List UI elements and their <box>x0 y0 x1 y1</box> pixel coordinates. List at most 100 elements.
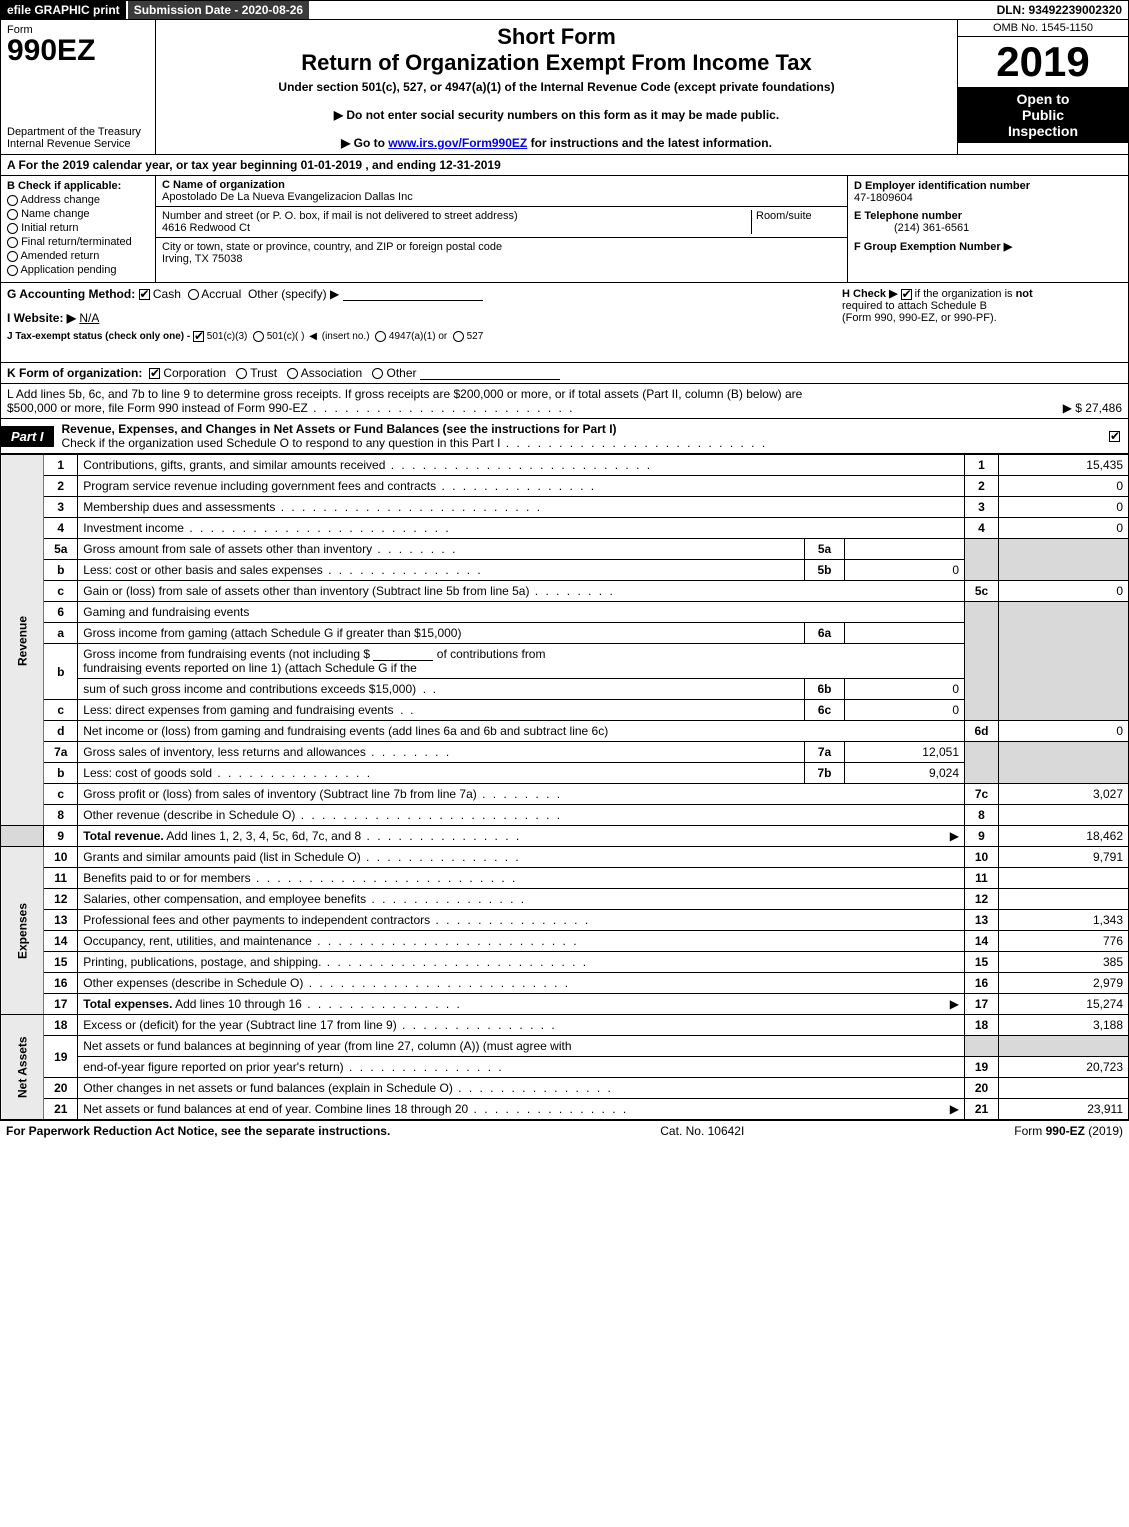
arrow-left-icon <box>307 331 319 342</box>
k-trust-radio[interactable] <box>236 368 247 379</box>
department-label: Department of the Treasury <box>7 126 149 138</box>
line-num: 18 <box>44 1015 78 1036</box>
check-amended-return[interactable]: Amended return <box>7 250 149 262</box>
line-amt: 0 <box>999 518 1129 539</box>
check-address-change[interactable]: Address change <box>7 194 149 206</box>
line-amt <box>999 805 1129 826</box>
shaded-cell <box>999 742 1129 784</box>
g-accrual-radio[interactable] <box>188 289 199 300</box>
mini-amt <box>845 623 965 644</box>
line-ref: 19 <box>965 1057 999 1078</box>
mini-amt: 0 <box>845 679 965 700</box>
line-desc: Net income or (loss) from gaming and fun… <box>83 724 608 738</box>
page-footer: For Paperwork Reduction Act Notice, see … <box>0 1120 1129 1141</box>
k-corporation-check[interactable] <box>149 368 160 379</box>
line-amt: 3,027 <box>999 784 1129 805</box>
line-desc: Salaries, other compensation, and employ… <box>83 892 526 906</box>
line-ref: 13 <box>965 910 999 931</box>
line-amt <box>999 889 1129 910</box>
city-label: City or town, state or province, country… <box>162 241 502 253</box>
expenses-sidebar: Expenses <box>1 847 44 1015</box>
line-ref: 18 <box>965 1015 999 1036</box>
check-initial-return[interactable]: Initial return <box>7 222 149 234</box>
line-ref: 7c <box>965 784 999 805</box>
j-501c-radio[interactable] <box>253 331 264 342</box>
j-4947-radio[interactable] <box>375 331 386 342</box>
k-association-radio[interactable] <box>287 368 298 379</box>
k-other-label: Other <box>387 366 417 380</box>
table-row: 9 Total revenue. Add lines 1, 2, 3, 4, 5… <box>1 826 1129 847</box>
line-num: 10 <box>44 847 78 868</box>
line-desc: Net assets or fund balances at end of ye… <box>83 1102 628 1116</box>
table-row: 15 Printing, publications, postage, and … <box>1 952 1129 973</box>
inspection-line1: Open to <box>962 91 1124 107</box>
table-row: sum of such gross income and contributio… <box>1 679 1129 700</box>
l-text1: L Add lines 5b, 6c, and 7b to line 9 to … <box>7 387 802 401</box>
line-num: c <box>44 784 78 805</box>
table-row: c Gain or (loss) from sale of assets oth… <box>1 581 1129 602</box>
shaded-cell <box>999 602 1129 721</box>
h-label: H Check ▶ <box>842 288 898 300</box>
line-desc: Other changes in net assets or fund bala… <box>83 1081 613 1095</box>
table-row: 14 Occupancy, rent, utilities, and maint… <box>1 931 1129 952</box>
check-final-return[interactable]: Final return/terminated <box>7 236 149 248</box>
k-other-blank[interactable] <box>420 368 560 380</box>
l-text2: $500,000 or more, file Form 990 instead … <box>7 401 575 415</box>
table-row: 20 Other changes in net assets or fund b… <box>1 1078 1129 1099</box>
i-label: I Website: ▶ <box>7 311 76 325</box>
line-num: 8 <box>44 805 78 826</box>
l19-desc2: end-of-year figure reported on prior yea… <box>83 1060 503 1074</box>
line-ref: 1 <box>965 455 999 476</box>
l6b-blank[interactable] <box>373 649 433 661</box>
line-desc: Professional fees and other payments to … <box>83 913 590 927</box>
j-527-radio[interactable] <box>453 331 464 342</box>
part1-table: Revenue 1 Contributions, gifts, grants, … <box>0 454 1129 1120</box>
g-label: G Accounting Method: <box>7 287 135 301</box>
line-num: 12 <box>44 889 78 910</box>
line-ref: 9 <box>965 826 999 847</box>
note-link: ▶ Go to www.irs.gov/Form990EZ for instru… <box>162 136 951 150</box>
table-row: end-of-year figure reported on prior yea… <box>1 1057 1129 1078</box>
submission-date: Submission Date - 2020-08-26 <box>126 1 309 19</box>
section-l: L Add lines 5b, 6c, and 7b to line 9 to … <box>0 384 1129 419</box>
city-value: Irving, TX 75038 <box>162 253 243 265</box>
irs-link[interactable]: www.irs.gov/Form990EZ <box>388 136 527 150</box>
line-amt: 20,723 <box>999 1057 1129 1078</box>
g-other-blank[interactable] <box>343 289 483 301</box>
line-desc: Other revenue (describe in Schedule O) <box>83 808 562 822</box>
l6b-desc2: of contributions from <box>437 647 546 661</box>
line-num: 17 <box>44 994 78 1015</box>
line-desc: Gross sales of inventory, less returns a… <box>83 745 451 759</box>
j-insert-label: (insert no.) <box>322 331 370 342</box>
line-num: b <box>44 560 78 581</box>
shaded-cell <box>965 1036 999 1057</box>
section-h: H Check ▶ if the organization is not req… <box>842 287 1122 324</box>
shaded-cell <box>965 742 999 784</box>
line-ref: 16 <box>965 973 999 994</box>
subtitle: Under section 501(c), 527, or 4947(a)(1)… <box>162 80 951 94</box>
line-ref: 20 <box>965 1078 999 1099</box>
netassets-sidebar: Net Assets <box>1 1015 44 1120</box>
check-application-pending[interactable]: Application pending <box>7 264 149 276</box>
line-amt <box>999 868 1129 889</box>
j-4947-label: 4947(a)(1) or <box>389 331 447 342</box>
line-desc: Contributions, gifts, grants, and simila… <box>83 458 652 472</box>
table-row: b Less: cost or other basis and sales ex… <box>1 560 1129 581</box>
header-left: Form 990EZ Department of the Treasury In… <box>1 20 156 154</box>
line-num: 16 <box>44 973 78 994</box>
h-checkbox[interactable] <box>901 289 912 300</box>
inspection-line2: Public <box>962 107 1124 123</box>
k-other-radio[interactable] <box>372 368 383 379</box>
l6b-desc3: fundraising events reported on line 1) (… <box>83 661 417 675</box>
line-num: 7a <box>44 742 78 763</box>
check-name-change[interactable]: Name change <box>7 208 149 220</box>
section-b: B Check if applicable: Address change Na… <box>1 176 156 282</box>
section-k: K Form of organization: Corporation Trus… <box>0 363 1129 384</box>
part1-checkbox[interactable] <box>1109 431 1120 442</box>
g-cash-checkbox[interactable] <box>139 289 150 300</box>
j-501c3-check[interactable] <box>193 331 204 342</box>
table-row: 16 Other expenses (describe in Schedule … <box>1 973 1129 994</box>
mini-ref: 5b <box>805 560 845 581</box>
line-desc: Grants and similar amounts paid (list in… <box>83 850 520 864</box>
table-row: 7a Gross sales of inventory, less return… <box>1 742 1129 763</box>
